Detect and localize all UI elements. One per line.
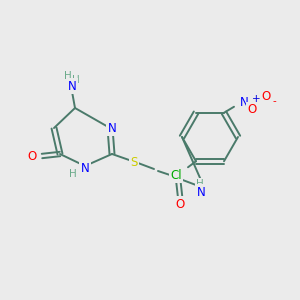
- Text: H: H: [64, 71, 72, 81]
- Text: +: +: [252, 94, 260, 104]
- Text: N: N: [196, 185, 206, 199]
- Text: N: N: [108, 122, 116, 134]
- Text: N: N: [81, 161, 89, 175]
- Text: S: S: [130, 155, 138, 169]
- Text: O: O: [27, 149, 37, 163]
- Text: -: -: [272, 96, 276, 106]
- Text: N: N: [68, 80, 76, 92]
- Text: O: O: [248, 103, 256, 116]
- Text: H: H: [196, 179, 204, 189]
- Text: N: N: [240, 96, 248, 109]
- Text: O: O: [261, 90, 271, 103]
- Text: H: H: [69, 169, 77, 179]
- Text: H: H: [72, 75, 80, 85]
- Text: Cl: Cl: [170, 169, 182, 182]
- Text: O: O: [176, 197, 184, 211]
